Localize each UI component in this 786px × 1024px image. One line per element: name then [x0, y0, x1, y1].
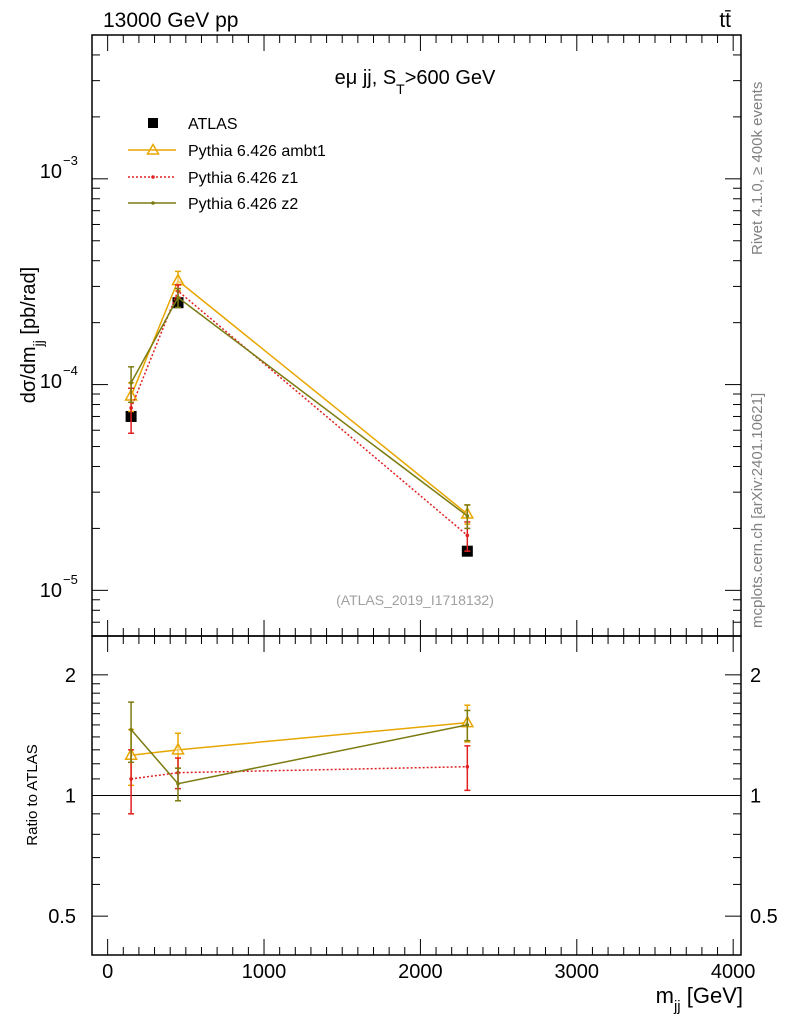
- data-point-pythia-6-426-ambt1: [171, 742, 185, 755]
- x-tick-label: 1000: [242, 961, 287, 983]
- legend: ATLAS Pythia 6.426 ambt1 Pythia 6.426 z1…: [128, 116, 326, 213]
- x-tick-label: 0: [102, 961, 113, 983]
- legend-label: Pythia 6.426 z1: [188, 170, 298, 187]
- ratio-y-tick-label-left: 0.5: [48, 906, 76, 928]
- main-y-axis-label: dσ/dmjj [pb/rad]: [18, 267, 46, 403]
- main-axis-ticks: [91, 34, 741, 637]
- ratio-y-tick-label-left: 1: [65, 786, 76, 808]
- legend-entry-z1: Pythia 6.426 z1: [128, 170, 298, 187]
- y-tick-base: 10: [40, 371, 62, 393]
- ratio-y-tick-label-right: 1: [750, 786, 761, 808]
- ratio-y-tick-label-left: 2: [65, 665, 76, 687]
- series-line-pythia-6-426-z1: [130, 765, 468, 780]
- data-point-pythia-6-426-ambt1: [171, 273, 185, 286]
- legend-label: ATLAS: [188, 116, 238, 133]
- data-point-pythia-6-426-z2: [129, 381, 133, 385]
- y-tick-base: 10: [40, 580, 62, 602]
- data-point-pythia-6-426-z1: [129, 406, 133, 410]
- legend-entry-ambt1: Pythia 6.426 ambt1: [128, 143, 326, 160]
- analysis-watermark: (ATLAS_2019_I1718132): [336, 592, 494, 608]
- x-tick-label: 4000: [711, 961, 756, 983]
- y-tick-label-1e-3: 10−3: [40, 153, 78, 183]
- data-point-pythia-6-426-z2: [465, 514, 470, 518]
- data-point-pythia-6-426-z2: [129, 727, 133, 732]
- rivet-version-label: Rivet 4.1.0, ≥ 400k events: [749, 82, 766, 255]
- legend-marker-z2: [151, 201, 155, 205]
- series-line-pythia-6-426-z1: [130, 289, 468, 536]
- data-point-pythia-6-426-z2: [176, 295, 180, 300]
- legend-label: Pythia 6.426 ambt1: [188, 143, 326, 160]
- mcplots-label: mcplots.cern.ch [arXiv:2401.10621]: [749, 393, 766, 628]
- ratio-y-tick-label-right: 2: [750, 665, 761, 687]
- process-label: tt̄: [719, 9, 731, 32]
- ratio-y-axis-label: Ratio to ATLAS: [24, 744, 41, 845]
- legend-marker-z1: [151, 175, 155, 179]
- data-point-pythia-6-426-z1: [465, 764, 470, 769]
- legend-entry-atlas: ATLAS: [148, 116, 238, 133]
- data-point-pythia-6-426-z2: [465, 723, 470, 727]
- main-panel: eμ jj, ST>600 GeV dσ/dmjj [pb/rad] 10−3 …: [18, 34, 742, 637]
- y-tick-label-1e-5: 10−5: [40, 572, 78, 602]
- x-axis-label: mjj [GeV]: [656, 983, 743, 1015]
- series-line-pythia-6-426-ambt1: [130, 279, 468, 515]
- legend-label: Pythia 6.426 z2: [188, 196, 298, 213]
- main-series-layer: [124, 270, 475, 557]
- legend-entry-z2: Pythia 6.426 z2: [128, 196, 298, 213]
- y-tick-label-1e-4: 10−4: [40, 363, 78, 393]
- energy-label: 13000 GeV pp: [103, 9, 238, 32]
- ratio-frame: [91, 635, 742, 956]
- series-line-pythia-6-426-z2: [130, 296, 468, 517]
- y-tick-base: 10: [40, 161, 62, 183]
- data-point-pythia-6-426-z1: [465, 533, 470, 538]
- ratio-axis-ticks: 0 1000 2000 3000 4000 2 2 1 1 0.5 0.5: [48, 635, 778, 983]
- ratio-y-tick-label-right: 0.5: [750, 906, 778, 928]
- y-tick-exp: −3: [63, 153, 78, 168]
- data-point-pythia-6-426-z2: [176, 781, 180, 786]
- legend-marker-ambt1: [146, 143, 160, 155]
- data-point-pythia-6-426-z1: [129, 777, 133, 781]
- x-tick-label: 2000: [398, 961, 443, 983]
- y-tick-exp: −4: [63, 363, 78, 378]
- ratio-series-layer: [124, 701, 475, 815]
- x-tick-label: 3000: [555, 961, 600, 983]
- main-chart-title: eμ jj, ST>600 GeV: [335, 67, 496, 97]
- y-tick-exp: −5: [63, 572, 78, 587]
- legend-marker-atlas: [148, 118, 158, 128]
- ratio-panel: 0 1000 2000 3000 4000 2 2 1 1 0.5 0.5 Ratio to ATL…: [24, 635, 778, 1015]
